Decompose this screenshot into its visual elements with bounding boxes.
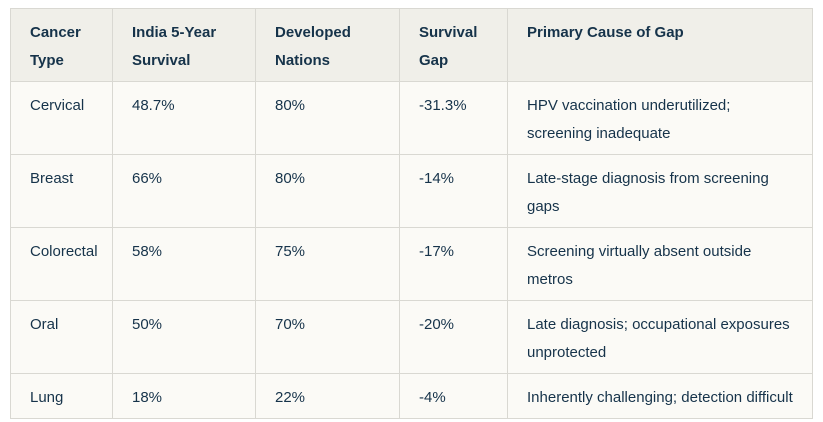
cell-survival-gap: -4% <box>399 373 508 419</box>
table-row: Oral 50% 70% -20% Late diagnosis; occupation… <box>10 300 813 374</box>
column-header-survival-gap: Survival Gap <box>399 8 508 82</box>
cell-survival-gap: -31.3% <box>399 81 508 155</box>
table-row: Colorectal 58% 75% -17% Screening virtually … <box>10 227 813 301</box>
table-row: Cervical 48.7% 80% -31.3% HPV vaccination un… <box>10 81 813 155</box>
cell-primary-cause: Late-stage diagnosis from screening gaps <box>507 154 813 228</box>
cell-survival-gap: -14% <box>399 154 508 228</box>
table-body: Cervical 48.7% 80% -31.3% HPV vaccination un… <box>10 81 813 419</box>
cell-primary-cause: HPV vaccination underutilized; screening… <box>507 81 813 155</box>
cell-developed-nations: 75% <box>255 227 400 301</box>
cell-primary-cause: Inherently challenging; detection diffic… <box>507 373 813 419</box>
cell-cancer-type: Breast <box>10 154 113 228</box>
cell-cancer-type: Oral <box>10 300 113 374</box>
cell-survival-gap: -20% <box>399 300 508 374</box>
cell-primary-cause: Late diagnosis; occupational exposures u… <box>507 300 813 374</box>
column-header-india-survival: India 5-Year Survival <box>112 8 256 82</box>
cell-developed-nations: 70% <box>255 300 400 374</box>
cell-india-survival: 18% <box>112 373 256 419</box>
cell-cancer-type: Colorectal <box>10 227 113 301</box>
column-header-cancer-type: Cancer Type <box>10 8 113 82</box>
cell-cancer-type: Lung <box>10 373 113 419</box>
cell-india-survival: 58% <box>112 227 256 301</box>
cancer-survival-gap-table: Cancer Type India 5-Year Survival Develope… <box>10 8 813 419</box>
cell-cancer-type: Cervical <box>10 81 113 155</box>
cell-developed-nations: 22% <box>255 373 400 419</box>
cell-primary-cause: Screening virtually absent outside metro… <box>507 227 813 301</box>
cell-india-survival: 50% <box>112 300 256 374</box>
cell-india-survival: 66% <box>112 154 256 228</box>
cell-developed-nations: 80% <box>255 81 400 155</box>
cell-survival-gap: -17% <box>399 227 508 301</box>
header-row: Cancer Type India 5-Year Survival Develope… <box>10 8 813 82</box>
cell-developed-nations: 80% <box>255 154 400 228</box>
table-row: Lung 18% 22% -4% Inherently challenging; det… <box>10 373 813 419</box>
column-header-developed-nations: Developed Nations <box>255 8 400 82</box>
table-row: Breast 66% 80% -14% Late-stage diagnosis fro… <box>10 154 813 228</box>
cell-india-survival: 48.7% <box>112 81 256 155</box>
column-header-primary-cause: Primary Cause of Gap <box>507 8 813 82</box>
